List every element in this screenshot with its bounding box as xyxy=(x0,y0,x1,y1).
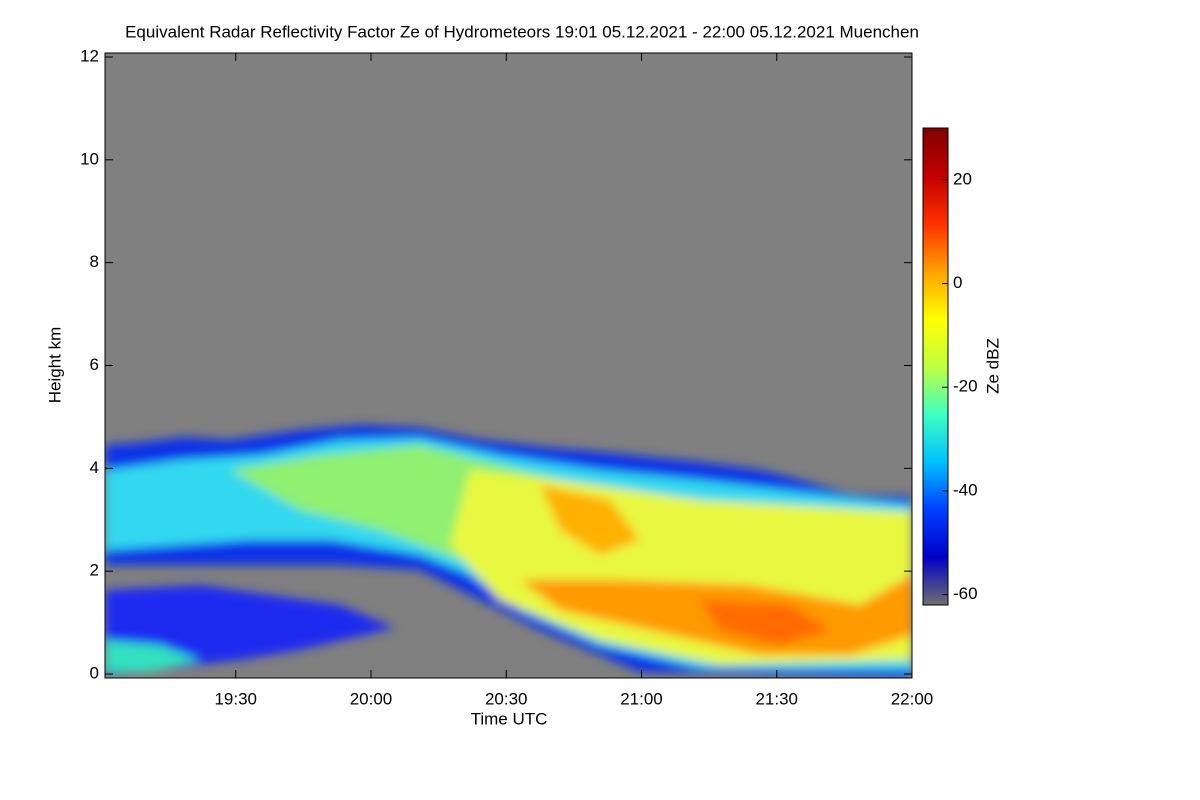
y-axis-label: Height km xyxy=(45,327,64,404)
echo-region xyxy=(700,600,830,645)
echo-region xyxy=(540,485,640,555)
plot-area xyxy=(105,53,912,678)
colorbar xyxy=(923,128,948,605)
colorbar-tick-label: -60 xyxy=(953,584,978,603)
colorbar-tick-label: -40 xyxy=(953,480,978,499)
colorbar-tick-label: 0 xyxy=(953,273,962,292)
x-tick-label: 22:00 xyxy=(891,689,934,708)
y-tick-label: 2 xyxy=(90,561,99,580)
colorbar-label: Ze dBZ xyxy=(983,338,1002,394)
y-tick-label: 0 xyxy=(90,663,99,682)
x-tick-label: 20:00 xyxy=(350,689,393,708)
colorbar-tick-label: 20 xyxy=(953,169,972,188)
y-tick-label: 10 xyxy=(80,149,99,168)
echo-field xyxy=(105,425,912,678)
colorbar-frame xyxy=(922,127,949,606)
y-tick-label: 6 xyxy=(90,355,99,374)
x-tick-label: 21:00 xyxy=(620,689,663,708)
chart-title: Equivalent Radar Reflectivity Factor Ze … xyxy=(125,22,919,41)
y-tick-label: 4 xyxy=(90,458,99,477)
echo-region xyxy=(105,640,200,672)
colorbar-tick-label: -20 xyxy=(953,377,978,396)
x-tick-label: 20:30 xyxy=(485,689,528,708)
y-tick-label: 8 xyxy=(90,252,99,271)
x-tick-label: 21:30 xyxy=(755,689,798,708)
x-axis-label: Time UTC xyxy=(471,709,548,728)
y-tick-label: 12 xyxy=(80,46,99,65)
x-tick-label: 19:30 xyxy=(214,689,257,708)
